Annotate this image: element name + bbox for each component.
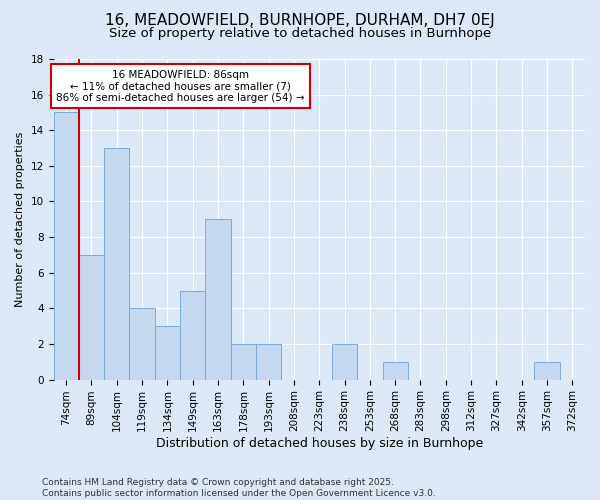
Text: Contains HM Land Registry data © Crown copyright and database right 2025.
Contai: Contains HM Land Registry data © Crown c… <box>42 478 436 498</box>
Text: 16 MEADOWFIELD: 86sqm
← 11% of detached houses are smaller (7)
86% of semi-detac: 16 MEADOWFIELD: 86sqm ← 11% of detached … <box>56 70 304 103</box>
Bar <box>535 362 560 380</box>
Bar <box>79 255 104 380</box>
Bar <box>205 220 230 380</box>
Bar <box>155 326 180 380</box>
Text: 16, MEADOWFIELD, BURNHOPE, DURHAM, DH7 0EJ: 16, MEADOWFIELD, BURNHOPE, DURHAM, DH7 0… <box>105 12 495 28</box>
Bar <box>104 148 130 380</box>
Bar <box>332 344 357 380</box>
Bar <box>130 308 155 380</box>
Bar <box>180 290 205 380</box>
Y-axis label: Number of detached properties: Number of detached properties <box>15 132 25 307</box>
Bar <box>256 344 281 380</box>
Bar <box>230 344 256 380</box>
Bar <box>383 362 408 380</box>
Bar <box>53 112 79 380</box>
X-axis label: Distribution of detached houses by size in Burnhope: Distribution of detached houses by size … <box>155 437 483 450</box>
Text: Size of property relative to detached houses in Burnhope: Size of property relative to detached ho… <box>109 28 491 40</box>
